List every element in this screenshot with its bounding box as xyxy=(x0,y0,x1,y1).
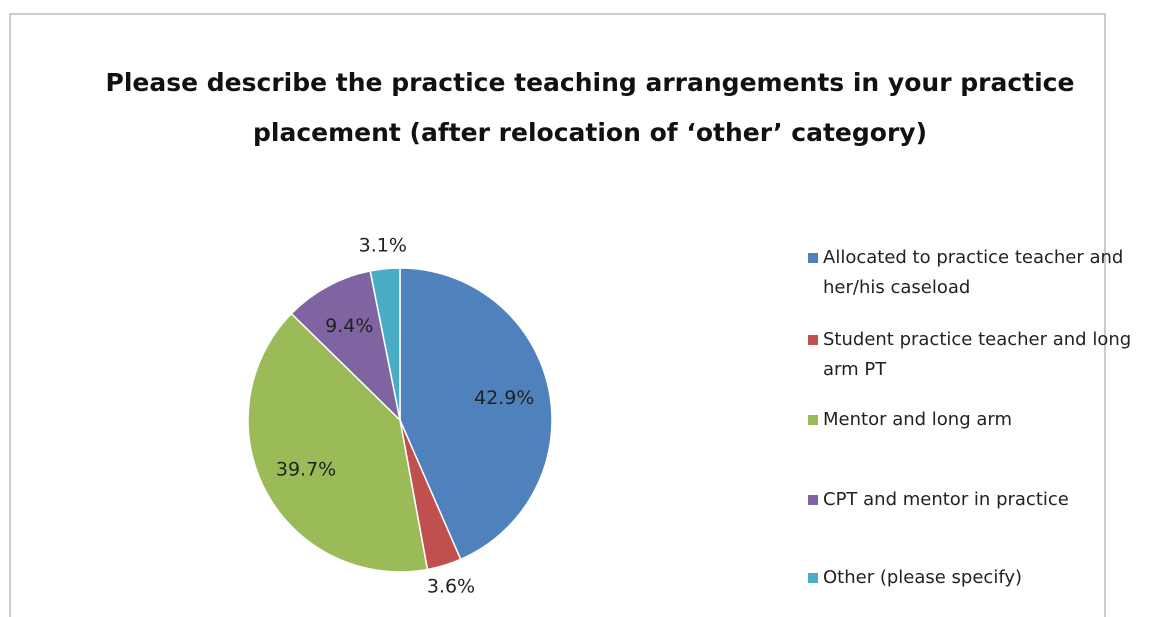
pie-slice xyxy=(399,267,553,561)
legend-entry: CPT and mentor in practice xyxy=(808,485,1138,515)
legend-swatch xyxy=(808,573,818,583)
legend-swatch xyxy=(808,415,818,425)
legend-entry: Student practice teacher and long arm PT xyxy=(808,325,1138,385)
data-label: 39.7% xyxy=(276,458,336,480)
data-label: 3.1% xyxy=(359,235,407,257)
legend-label: CPT and mentor in practice xyxy=(823,489,1069,510)
legend-label: Mentor and long arm xyxy=(823,409,1013,430)
legend-swatch xyxy=(808,335,818,345)
legend-entry: Allocated to practice teacher and her/hi… xyxy=(808,243,1138,303)
pie-slice xyxy=(247,312,429,573)
legend-swatch xyxy=(808,253,818,263)
legend-entry: Mentor and long arm xyxy=(808,405,1138,435)
frame xyxy=(9,13,1106,617)
pie-slice xyxy=(290,270,402,423)
data-label: 42.9% xyxy=(474,387,534,409)
legend-label: Other (please specify) xyxy=(823,567,1023,588)
legend-entry: Other (please specify) xyxy=(808,563,1138,593)
legend-label: Allocated to practice teacher and her/hi… xyxy=(823,247,1124,298)
pie-slice xyxy=(369,267,401,421)
data-label: 3.6% xyxy=(427,576,475,598)
legend-swatch xyxy=(808,495,818,505)
data-label: 9.4% xyxy=(325,315,373,337)
chart-title: Please describe the practice teaching ar… xyxy=(105,68,1075,147)
legend-label: Student practice teacher and long arm PT xyxy=(823,329,1132,380)
